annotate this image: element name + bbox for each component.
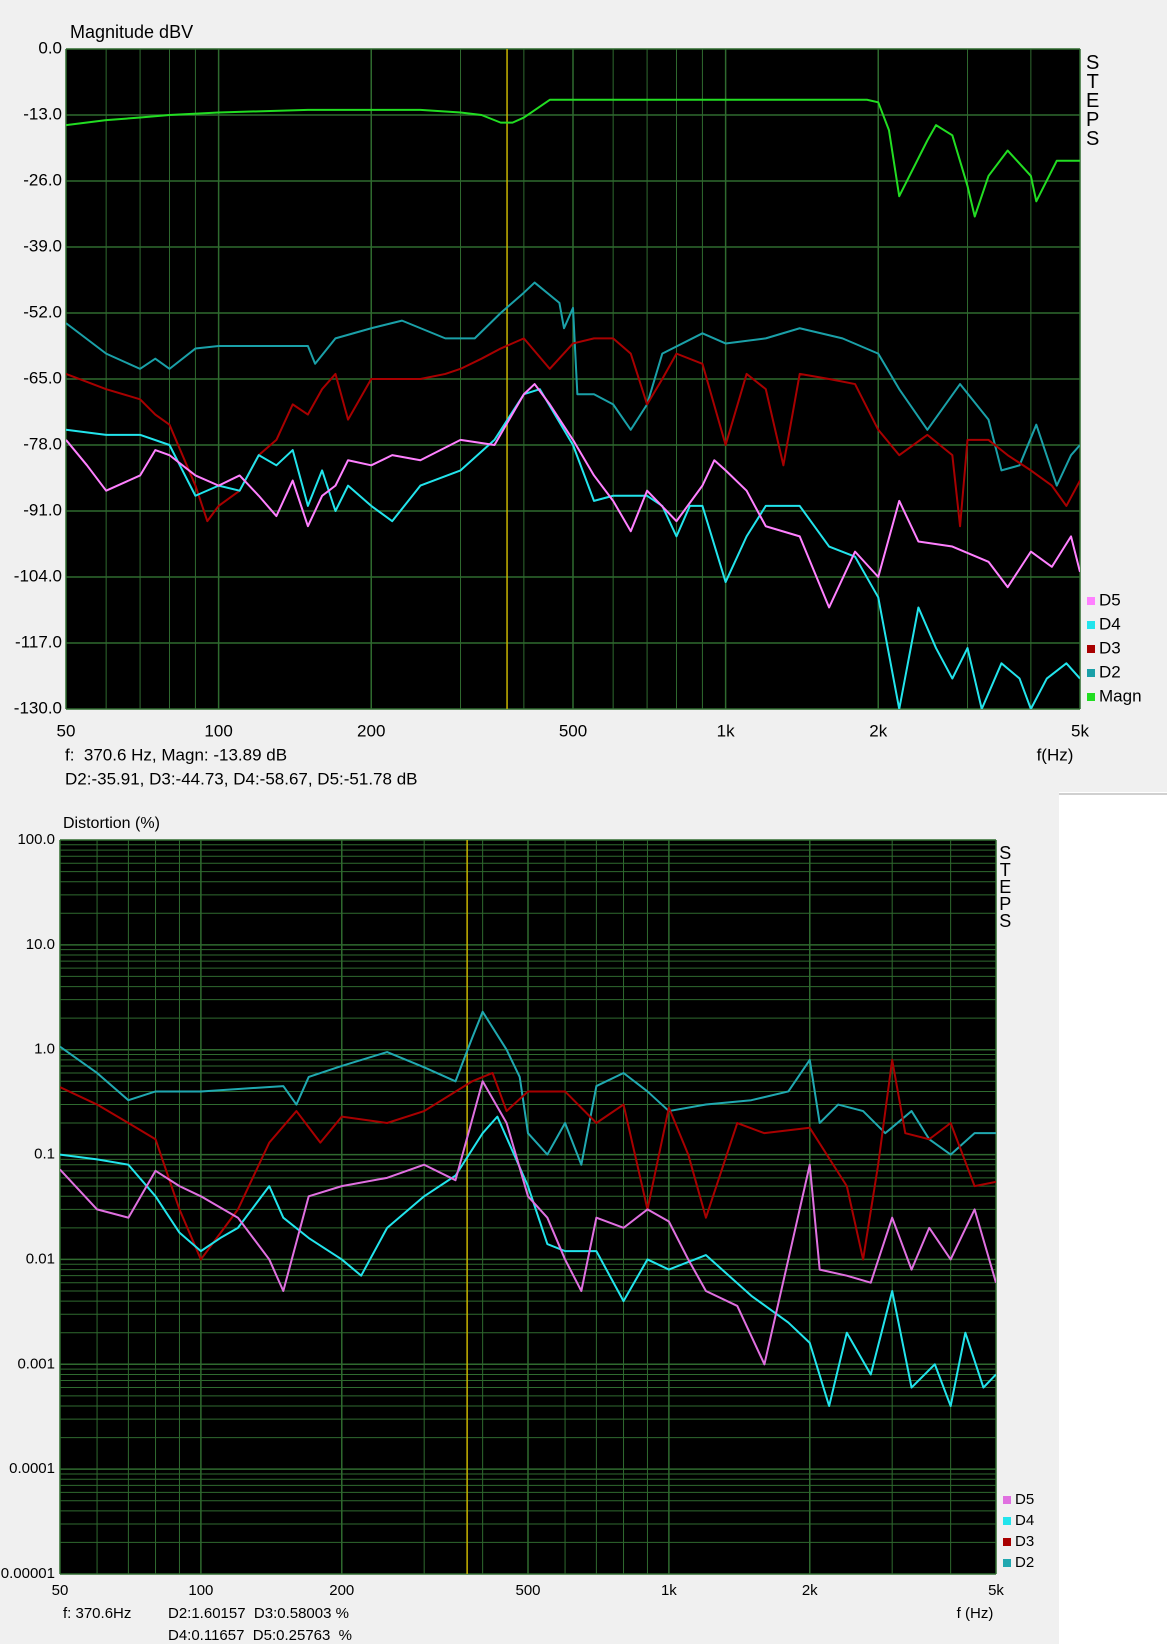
legend-label: D3 bbox=[1099, 638, 1121, 657]
series-line bbox=[66, 388, 1080, 709]
series-line bbox=[60, 1058, 996, 1261]
y-tick-label: -13.0 bbox=[23, 104, 62, 123]
series-line bbox=[66, 383, 1080, 609]
legend-swatch bbox=[1087, 621, 1095, 629]
legend-label: D5 bbox=[1015, 1491, 1034, 1508]
cursor-readout: D4:0.11657 D5:0.25763 % bbox=[168, 1627, 352, 1644]
legend-swatch bbox=[1087, 645, 1095, 653]
cursor-readout: D2:1.60157 D3:0.58003 % bbox=[168, 1605, 349, 1622]
x-tick-label: 200 bbox=[329, 1582, 354, 1599]
legend-label: D4 bbox=[1099, 614, 1121, 633]
y-tick-label: 0.001 bbox=[17, 1355, 55, 1372]
y-tick-label: 1.0 bbox=[34, 1041, 55, 1058]
x-tick-label: 200 bbox=[357, 721, 385, 740]
y-tick-label: 10.0 bbox=[26, 936, 55, 953]
x-tick-label: 1k bbox=[717, 721, 735, 740]
cursor-readout: f: 370.6Hz bbox=[63, 1605, 131, 1622]
y-tick-label: -39.0 bbox=[23, 236, 62, 255]
legend-label: D2 bbox=[1099, 662, 1121, 681]
x-tick-label: 2k bbox=[869, 721, 887, 740]
legend-swatch bbox=[1087, 669, 1095, 677]
x-axis-label: f (Hz) bbox=[957, 1605, 994, 1622]
cursor-readout: f: 370.6 Hz, Magn: -13.89 dB bbox=[65, 745, 287, 764]
legend-swatch bbox=[1087, 693, 1095, 701]
series-line bbox=[60, 1080, 996, 1366]
steps-label: STEPS bbox=[1082, 52, 1104, 147]
y-tick-label: -91.0 bbox=[23, 500, 62, 519]
series-line bbox=[60, 1010, 996, 1166]
x-tick-label: 500 bbox=[515, 1582, 540, 1599]
y-tick-label: 100.0 bbox=[17, 831, 55, 848]
x-tick-label: 100 bbox=[204, 721, 232, 740]
x-tick-label: 5k bbox=[988, 1582, 1004, 1599]
y-tick-label: -65.0 bbox=[23, 368, 62, 387]
y-tick-label: 0.0 bbox=[38, 38, 62, 57]
x-tick-label: 1k bbox=[661, 1582, 677, 1599]
x-tick-label: 2k bbox=[802, 1582, 818, 1599]
series-line bbox=[66, 281, 1080, 487]
chart-title: Magnitude dBV bbox=[70, 22, 193, 42]
x-tick-label: 50 bbox=[52, 1582, 69, 1599]
y-tick-label: -52.0 bbox=[23, 302, 62, 321]
legend-swatch bbox=[1003, 1559, 1011, 1567]
y-tick-label: -117.0 bbox=[15, 632, 62, 651]
x-axis-label: f(Hz) bbox=[1037, 745, 1074, 764]
legend-label: D5 bbox=[1099, 590, 1121, 609]
legend-swatch bbox=[1087, 597, 1095, 605]
y-tick-label: 0.01 bbox=[26, 1250, 55, 1267]
legend-label: D2 bbox=[1015, 1554, 1034, 1571]
y-tick-label: -26.0 bbox=[23, 170, 62, 189]
x-tick-label: 500 bbox=[559, 721, 587, 740]
y-tick-label: -104.0 bbox=[14, 566, 62, 585]
y-tick-label: 0.0001 bbox=[9, 1460, 55, 1477]
legend-swatch bbox=[1003, 1496, 1011, 1504]
x-tick-label: 5k bbox=[1071, 721, 1089, 740]
x-tick-label: 50 bbox=[57, 721, 76, 740]
cursor-readout: D2:-35.91, D3:-44.73, D4:-58.67, D5:-51.… bbox=[65, 769, 417, 788]
series-line bbox=[60, 1115, 996, 1408]
legend-label: Magn bbox=[1099, 686, 1142, 705]
steps-label: STEPS bbox=[995, 843, 1015, 928]
y-tick-label: 0.1 bbox=[34, 1146, 55, 1163]
chart-title: Distortion (%) bbox=[63, 815, 160, 832]
legend-label: D4 bbox=[1015, 1512, 1034, 1529]
series-line bbox=[66, 98, 1080, 218]
x-tick-label: 100 bbox=[188, 1582, 213, 1599]
legend-label: D3 bbox=[1015, 1533, 1034, 1550]
y-tick-label: 0.00001 bbox=[1, 1565, 55, 1582]
y-tick-label: -78.0 bbox=[23, 434, 62, 453]
legend-swatch bbox=[1003, 1517, 1011, 1525]
legend-swatch bbox=[1003, 1538, 1011, 1546]
y-tick-label: -130.0 bbox=[14, 698, 62, 717]
